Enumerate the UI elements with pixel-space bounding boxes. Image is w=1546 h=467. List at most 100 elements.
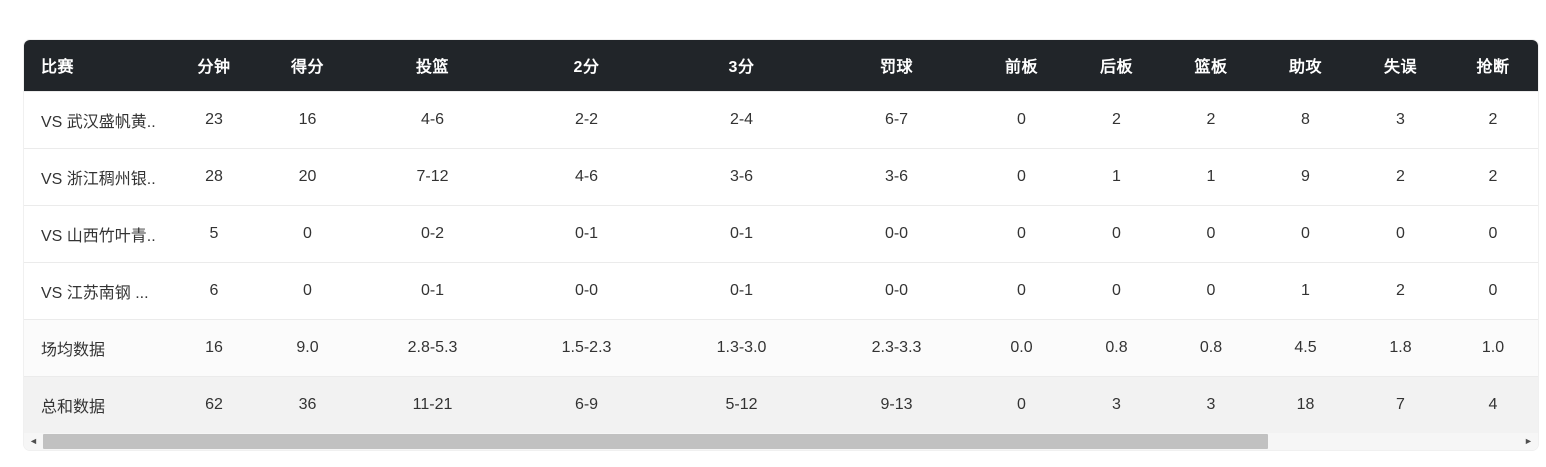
cell-defensive_rebounds: 0	[1069, 261, 1164, 319]
cell-points: 0	[259, 261, 356, 319]
cell-steals: 0	[1448, 261, 1538, 319]
column-header-turnovers: 失误	[1353, 40, 1448, 91]
cell-three_pointers: 3-6	[664, 147, 819, 205]
cell-two_pointers: 6-9	[509, 375, 664, 433]
cell-defensive_rebounds: 3	[1069, 375, 1164, 433]
scrollbar-track[interactable]	[43, 433, 1519, 450]
cell-points: 16	[259, 90, 356, 148]
cell-defensive_rebounds: 0	[1069, 204, 1164, 262]
cell-offensive_rebounds: 0	[974, 261, 1069, 319]
cell-two_pointers: 0-1	[509, 204, 664, 262]
cell-match: 总和数据	[24, 375, 169, 433]
cell-field_goals: 2.8-5.3	[356, 318, 509, 376]
player-stats-widget: 比赛 分钟 得分 投篮 2分 3分 罚球 前板 后板 篮板 助攻 失误 抢断 VS 武汉盛帆黄.. 23 16…	[23, 39, 1539, 451]
cell-two_pointers: 4-6	[509, 147, 664, 205]
column-header-defensive_rebounds: 后板	[1069, 40, 1164, 91]
cell-points: 36	[259, 375, 356, 433]
cell-rebounds: 2	[1164, 90, 1258, 148]
cell-rebounds: 0	[1164, 261, 1258, 319]
cell-free_throws: 6-7	[819, 90, 974, 148]
column-header-three_pointers: 3分	[664, 40, 819, 91]
cell-minutes: 23	[169, 90, 259, 148]
cell-three_pointers: 0-1	[664, 204, 819, 262]
cell-match: VS 江苏南钢 ...	[24, 261, 169, 319]
cell-steals: 0	[1448, 204, 1538, 262]
column-header-field_goals: 投篮	[356, 40, 509, 91]
cell-rebounds: 1	[1164, 147, 1258, 205]
scroll-right-button[interactable]: ►	[1519, 433, 1538, 450]
stats-table: 比赛 分钟 得分 投篮 2分 3分 罚球 前板 后板 篮板 助攻 失误 抢断 VS 武汉盛帆黄.. 23 16…	[24, 40, 1538, 433]
column-header-two_pointers: 2分	[509, 40, 664, 91]
cell-minutes: 5	[169, 204, 259, 262]
cell-turnovers: 1.8	[1353, 318, 1448, 376]
cell-three_pointers: 0-1	[664, 261, 819, 319]
cell-three_pointers: 5-12	[664, 375, 819, 433]
cell-defensive_rebounds: 1	[1069, 147, 1164, 205]
table-row: VS 武汉盛帆黄.. 23 16 4-6 2-2 2-4 6-7 0 2 2 8 3 2	[24, 90, 1538, 148]
cell-steals: 2	[1448, 147, 1538, 205]
cell-minutes: 28	[169, 147, 259, 205]
cell-two_pointers: 2-2	[509, 90, 664, 148]
cell-two_pointers: 0-0	[509, 261, 664, 319]
cell-steals: 1.0	[1448, 318, 1538, 376]
cell-assists: 18	[1258, 375, 1353, 433]
cell-minutes: 62	[169, 375, 259, 433]
cell-points: 0	[259, 204, 356, 262]
cell-field_goals: 0-2	[356, 204, 509, 262]
horizontal-scrollbar[interactable]: ◄ ►	[24, 433, 1538, 450]
cell-free_throws: 2.3-3.3	[819, 318, 974, 376]
cell-turnovers: 7	[1353, 375, 1448, 433]
cell-minutes: 6	[169, 261, 259, 319]
cell-field_goals: 7-12	[356, 147, 509, 205]
column-header-assists: 助攻	[1258, 40, 1353, 91]
cell-rebounds: 0.8	[1164, 318, 1258, 376]
cell-offensive_rebounds: 0	[974, 204, 1069, 262]
column-header-free_throws: 罚球	[819, 40, 974, 91]
table-row: 场均数据 16 9.0 2.8-5.3 1.5-2.3 1.3-3.0 2.3-3.3 0.0…	[24, 318, 1538, 376]
column-header-steals: 抢断	[1448, 40, 1538, 91]
cell-free_throws: 0-0	[819, 261, 974, 319]
cell-rebounds: 0	[1164, 204, 1258, 262]
cell-match: VS 山西竹叶青..	[24, 204, 169, 262]
cell-two_pointers: 1.5-2.3	[509, 318, 664, 376]
cell-field_goals: 11-21	[356, 375, 509, 433]
scroll-left-button[interactable]: ◄	[24, 433, 43, 450]
scroll-left-icon: ◄	[29, 436, 38, 446]
cell-turnovers: 0	[1353, 204, 1448, 262]
cell-offensive_rebounds: 0	[974, 147, 1069, 205]
table-row: VS 浙江稠州银.. 28 20 7-12 4-6 3-6 3-6 0 1 1 9 2 2	[24, 147, 1538, 205]
cell-points: 9.0	[259, 318, 356, 376]
cell-offensive_rebounds: 0.0	[974, 318, 1069, 376]
cell-field_goals: 0-1	[356, 261, 509, 319]
cell-assists: 8	[1258, 90, 1353, 148]
scroll-right-icon: ►	[1524, 436, 1533, 446]
scrollbar-thumb[interactable]	[43, 434, 1269, 449]
cell-turnovers: 2	[1353, 261, 1448, 319]
cell-match: VS 武汉盛帆黄..	[24, 90, 169, 148]
cell-steals: 4	[1448, 375, 1538, 433]
table-row: VS 山西竹叶青.. 5 0 0-2 0-1 0-1 0-0 0 0 0 0 0 0	[24, 204, 1538, 262]
cell-free_throws: 0-0	[819, 204, 974, 262]
table-row: 总和数据 62 36 11-21 6-9 5-12 9-13 0 3 3 18 7 4	[24, 375, 1538, 433]
table-row: VS 江苏南钢 ... 6 0 0-1 0-0 0-1 0-0 0 0 0 1 2 0	[24, 261, 1538, 319]
column-header-rebounds: 篮板	[1164, 40, 1258, 91]
cell-steals: 2	[1448, 90, 1538, 148]
cell-assists: 0	[1258, 204, 1353, 262]
cell-match: VS 浙江稠州银..	[24, 147, 169, 205]
cell-defensive_rebounds: 2	[1069, 90, 1164, 148]
cell-turnovers: 2	[1353, 147, 1448, 205]
column-header-match: 比赛	[24, 40, 169, 91]
cell-three_pointers: 2-4	[664, 90, 819, 148]
cell-points: 20	[259, 147, 356, 205]
cell-assists: 9	[1258, 147, 1353, 205]
cell-match: 场均数据	[24, 318, 169, 376]
cell-minutes: 16	[169, 318, 259, 376]
cell-assists: 1	[1258, 261, 1353, 319]
column-header-points: 得分	[259, 40, 356, 91]
cell-field_goals: 4-6	[356, 90, 509, 148]
column-header-minutes: 分钟	[169, 40, 259, 91]
cell-rebounds: 3	[1164, 375, 1258, 433]
cell-free_throws: 3-6	[819, 147, 974, 205]
cell-free_throws: 9-13	[819, 375, 974, 433]
header-row: 比赛 分钟 得分 投篮 2分 3分 罚球 前板 后板 篮板 助攻 失误 抢断	[24, 40, 1538, 91]
